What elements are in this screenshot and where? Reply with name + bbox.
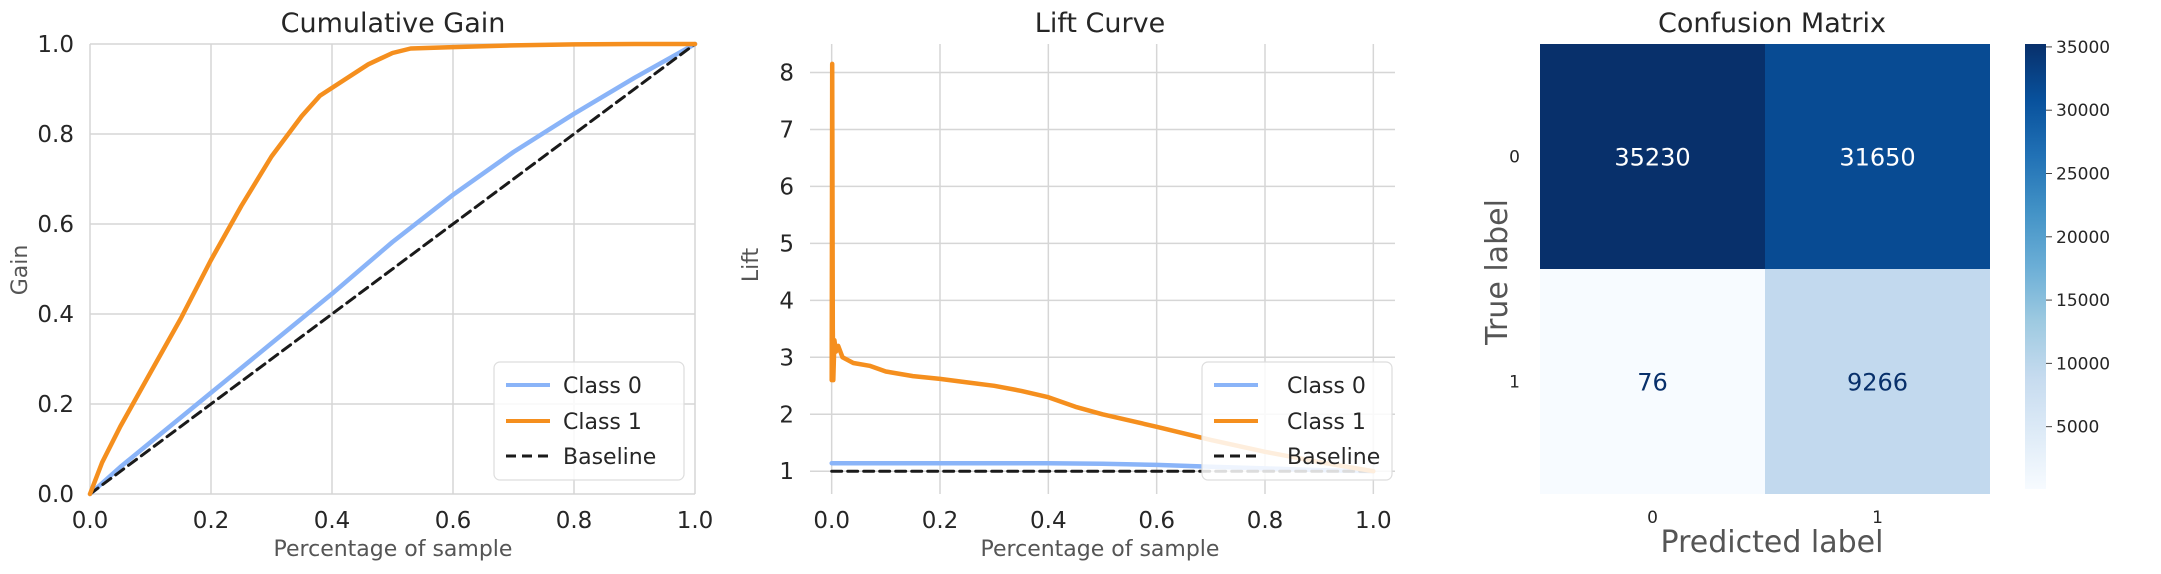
legend-label-class-1: Class 1 bbox=[563, 410, 642, 435]
confusion-matrix-title: Confusion Matrix bbox=[1658, 8, 1886, 39]
lift-curve-ylabel: Lift bbox=[739, 247, 764, 282]
y-tick-label: 0.8 bbox=[37, 122, 74, 148]
cm-cell-1-1 bbox=[1765, 269, 1990, 494]
colorbar-tick-label: 15000 bbox=[2056, 291, 2110, 311]
colorbar bbox=[2025, 44, 2046, 489]
x-tick-label: 0.6 bbox=[1138, 508, 1175, 534]
x-tick-label: 0.2 bbox=[193, 508, 230, 534]
x-tick-label: 0.0 bbox=[72, 508, 109, 534]
lift-curve-x-ticks: 0.0 0.2 0.4 0.6 0.8 1.0 bbox=[813, 508, 1391, 534]
cm-cell-0-0 bbox=[1540, 44, 1765, 269]
legend-label-baseline: Baseline bbox=[1287, 445, 1380, 470]
x-tick-label: 0.4 bbox=[314, 508, 351, 534]
cumulative-gain-legend: Class 0 Class 1 Baseline bbox=[493, 361, 685, 481]
colorbar-ticks: 5000 10000 15000 20000 25000 30000 35000 bbox=[2046, 38, 2110, 438]
cm-value-1-1: 9266 bbox=[1847, 369, 1908, 397]
y-tick-label: 0.6 bbox=[37, 212, 74, 238]
confusion-matrix-ticks: 0 1 0 1 bbox=[1509, 148, 1883, 529]
confusion-matrix-xlabel: Predicted label bbox=[1661, 525, 1884, 560]
x-tick-label: 1.0 bbox=[1355, 508, 1392, 534]
cm-cell-1-0 bbox=[1540, 269, 1765, 494]
confusion-matrix-ylabel: True label bbox=[1480, 199, 1515, 346]
legend-box bbox=[493, 361, 685, 481]
colorbar-tick-label: 20000 bbox=[2056, 228, 2110, 248]
colorbar-tick-label: 5000 bbox=[2056, 418, 2099, 438]
cumulative-gain-lines bbox=[87, 41, 698, 497]
legend-label-class-1: Class 1 bbox=[1287, 410, 1366, 435]
confusion-matrix-cells: 35230 31650 76 9266 bbox=[1540, 44, 1990, 494]
series-line-class-0 bbox=[87, 41, 698, 497]
cumulative-gain-grid bbox=[89, 43, 696, 495]
y-tick-label: 0.4 bbox=[37, 302, 74, 328]
series-line-class-1 bbox=[829, 61, 1376, 474]
cm-row-label: 1 bbox=[1509, 373, 1520, 393]
y-tick-label: 8 bbox=[779, 60, 794, 86]
cm-cell-0-1 bbox=[1765, 44, 1990, 269]
legend-box bbox=[1201, 361, 1393, 481]
legend-label-baseline: Baseline bbox=[563, 445, 656, 470]
y-tick-label: 1.0 bbox=[37, 32, 74, 58]
x-tick-label: 0.8 bbox=[556, 508, 593, 534]
y-tick-label: 6 bbox=[779, 174, 794, 200]
colorbar-tick-label: 30000 bbox=[2056, 101, 2110, 121]
cm-value-1-0: 76 bbox=[1637, 369, 1668, 397]
y-tick-label: 1 bbox=[779, 459, 794, 485]
x-tick-label: 1.0 bbox=[677, 508, 714, 534]
cumulative-gain-title: Cumulative Gain bbox=[281, 8, 506, 39]
colorbar-tick-label: 35000 bbox=[2056, 38, 2110, 58]
x-tick-label: 0.6 bbox=[435, 508, 472, 534]
y-tick-label: 4 bbox=[779, 288, 794, 314]
x-tick-label: 0.2 bbox=[922, 508, 959, 534]
cumulative-gain-ylabel: Gain bbox=[8, 245, 33, 296]
cumulative-gain-y-ticks: 0.0 0.2 0.4 0.6 0.8 1.0 bbox=[37, 32, 74, 508]
cm-col-label: 1 bbox=[1872, 508, 1883, 528]
confusion-matrix-chart: Confusion Matrix 35230 31650 76 9266 0 1 0 1 P… bbox=[1480, 8, 2110, 560]
cumulative-gain-chart: Cumulative Gain 0.0 0.2 0.4 0.6 0.8 1.0 0.00.… bbox=[8, 8, 713, 562]
y-tick-label: 0.0 bbox=[37, 482, 74, 508]
cm-value-0-0: 35230 bbox=[1614, 144, 1690, 172]
lift-curve-y-ticks: 1 2 3 4 5 6 7 8 bbox=[779, 60, 794, 485]
colorbar-tick-label: 10000 bbox=[2056, 354, 2110, 374]
cumulative-gain-x-ticks: 0.0 0.2 0.4 0.6 0.8 1.0 bbox=[72, 508, 714, 534]
y-tick-label: 7 bbox=[779, 117, 794, 143]
cumulative-gain-xlabel: Percentage of sample bbox=[274, 537, 513, 562]
cm-value-0-1: 31650 bbox=[1839, 144, 1915, 172]
y-tick-label: 2 bbox=[779, 402, 794, 428]
y-tick-label: 0.2 bbox=[37, 392, 74, 418]
lift-curve-legend: Class 0 Class 1 Baseline bbox=[1201, 361, 1393, 481]
series-line-baseline bbox=[88, 42, 697, 496]
x-tick-label: 0.8 bbox=[1247, 508, 1284, 534]
cm-col-label: 0 bbox=[1647, 508, 1658, 528]
lift-curve-xlabel: Percentage of sample bbox=[981, 537, 1220, 562]
colorbar-tick-label: 25000 bbox=[2056, 164, 2110, 184]
y-tick-label: 3 bbox=[779, 345, 794, 371]
x-tick-label: 0.0 bbox=[813, 508, 850, 534]
lift-curve-title: Lift Curve bbox=[1035, 8, 1165, 39]
y-tick-label: 5 bbox=[779, 231, 794, 257]
x-tick-label: 0.4 bbox=[1030, 508, 1067, 534]
lift-curve-chart: Lift Curve 0.0 0.2 0.4 0.6 0.8 1.0 1 2 3 4 5 6 7 8 P… bbox=[739, 8, 1395, 562]
legend-label-class-0: Class 0 bbox=[563, 374, 642, 399]
lift-curve-grid bbox=[810, 44, 1395, 494]
legend-label-class-0: Class 0 bbox=[1287, 374, 1366, 399]
series-line-class-1 bbox=[87, 41, 698, 497]
cm-row-label: 0 bbox=[1509, 148, 1520, 168]
